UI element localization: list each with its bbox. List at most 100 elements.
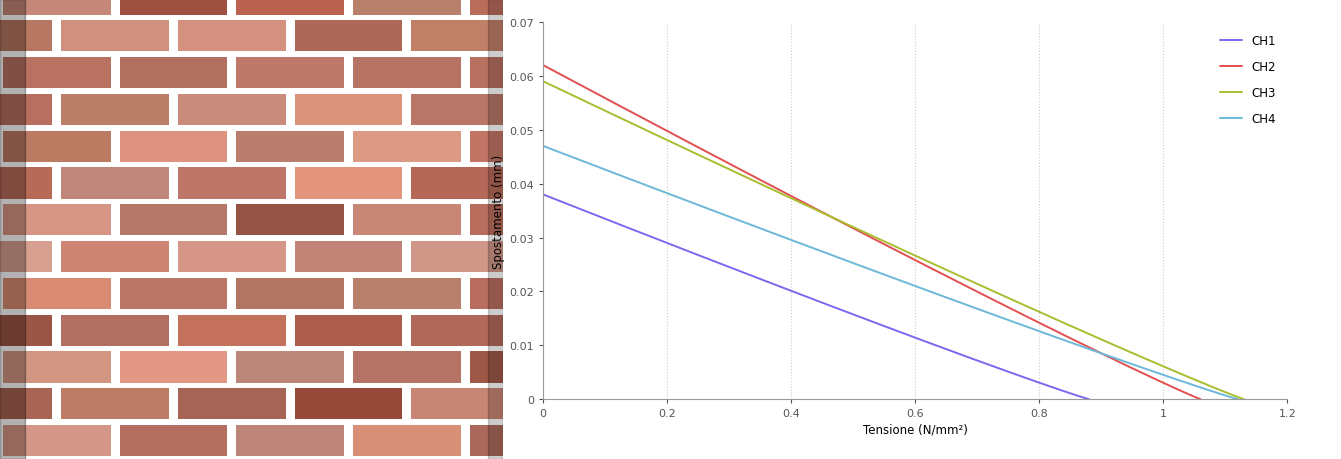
CH2 — [1136, 371, 1152, 377]
FancyBboxPatch shape — [528, 168, 636, 199]
FancyBboxPatch shape — [469, 131, 577, 162]
CH2 — [1160, 382, 1176, 388]
FancyBboxPatch shape — [178, 241, 286, 273]
Line: CH4: CH4 — [543, 146, 1238, 399]
FancyBboxPatch shape — [412, 315, 519, 346]
CH2 — [575, 84, 591, 90]
FancyBboxPatch shape — [353, 352, 461, 383]
FancyBboxPatch shape — [469, 58, 577, 89]
FancyBboxPatch shape — [178, 168, 286, 199]
FancyBboxPatch shape — [412, 168, 519, 199]
FancyBboxPatch shape — [353, 205, 461, 236]
Bar — [0, 0, 25, 459]
FancyBboxPatch shape — [295, 21, 402, 52]
CH3 — [1236, 397, 1252, 402]
FancyBboxPatch shape — [119, 425, 227, 456]
CH3 — [1176, 373, 1192, 378]
FancyBboxPatch shape — [3, 205, 110, 236]
FancyBboxPatch shape — [469, 0, 577, 16]
FancyBboxPatch shape — [528, 241, 636, 273]
FancyBboxPatch shape — [178, 388, 286, 420]
FancyBboxPatch shape — [353, 0, 461, 16]
FancyBboxPatch shape — [62, 388, 169, 420]
FancyBboxPatch shape — [119, 278, 227, 309]
FancyBboxPatch shape — [469, 278, 577, 309]
Line: CH3: CH3 — [543, 82, 1244, 399]
FancyBboxPatch shape — [469, 425, 577, 456]
FancyBboxPatch shape — [528, 315, 636, 346]
FancyBboxPatch shape — [119, 0, 227, 16]
FancyBboxPatch shape — [295, 241, 402, 273]
FancyBboxPatch shape — [469, 352, 577, 383]
CH3 — [578, 100, 594, 105]
FancyBboxPatch shape — [528, 95, 636, 126]
CH1 — [569, 205, 585, 211]
FancyBboxPatch shape — [62, 315, 169, 346]
FancyBboxPatch shape — [528, 388, 636, 420]
FancyBboxPatch shape — [119, 205, 227, 236]
CH4 — [563, 155, 579, 160]
FancyBboxPatch shape — [3, 131, 110, 162]
FancyBboxPatch shape — [236, 0, 343, 16]
Bar — [488, 0, 503, 459]
CH2 — [562, 77, 578, 83]
FancyBboxPatch shape — [353, 131, 461, 162]
FancyBboxPatch shape — [353, 58, 461, 89]
FancyBboxPatch shape — [528, 21, 636, 52]
FancyBboxPatch shape — [0, 168, 52, 199]
CH1 — [1034, 381, 1050, 386]
FancyBboxPatch shape — [3, 58, 110, 89]
CH2 — [1192, 397, 1208, 402]
FancyBboxPatch shape — [62, 95, 169, 126]
FancyBboxPatch shape — [3, 425, 110, 456]
CH4 — [1230, 397, 1246, 402]
CH1 — [680, 249, 696, 254]
FancyBboxPatch shape — [469, 205, 577, 236]
FancyBboxPatch shape — [0, 241, 52, 273]
FancyBboxPatch shape — [353, 278, 461, 309]
CH2 — [711, 156, 727, 161]
CH3 — [1200, 383, 1216, 388]
FancyBboxPatch shape — [62, 241, 169, 273]
FancyBboxPatch shape — [178, 21, 286, 52]
FancyBboxPatch shape — [412, 388, 519, 420]
FancyBboxPatch shape — [236, 205, 343, 236]
FancyBboxPatch shape — [3, 278, 110, 309]
CH4 — [1195, 386, 1211, 391]
FancyBboxPatch shape — [295, 168, 402, 199]
CH1 — [637, 232, 653, 237]
FancyBboxPatch shape — [353, 425, 461, 456]
FancyBboxPatch shape — [412, 21, 519, 52]
CH2 — [657, 128, 673, 134]
FancyBboxPatch shape — [119, 131, 227, 162]
CH4 — [535, 144, 551, 149]
FancyBboxPatch shape — [119, 58, 227, 89]
FancyBboxPatch shape — [0, 315, 52, 346]
FancyBboxPatch shape — [412, 95, 519, 126]
CH1 — [1054, 388, 1070, 393]
FancyBboxPatch shape — [236, 352, 343, 383]
FancyBboxPatch shape — [236, 131, 343, 162]
FancyBboxPatch shape — [295, 315, 402, 346]
FancyBboxPatch shape — [236, 425, 343, 456]
FancyBboxPatch shape — [236, 278, 343, 309]
FancyBboxPatch shape — [62, 168, 169, 199]
FancyBboxPatch shape — [178, 315, 286, 346]
FancyBboxPatch shape — [119, 352, 227, 383]
CH1 — [557, 201, 573, 207]
FancyBboxPatch shape — [3, 352, 110, 383]
Y-axis label: Spostamento (mm): Spostamento (mm) — [492, 154, 506, 268]
CH1 — [1081, 397, 1097, 402]
FancyBboxPatch shape — [295, 95, 402, 126]
Legend: CH1, CH2, CH3, CH4: CH1, CH2, CH3, CH4 — [1215, 29, 1282, 131]
CH3 — [665, 141, 681, 146]
FancyBboxPatch shape — [0, 95, 52, 126]
Line: CH1: CH1 — [543, 195, 1089, 399]
FancyBboxPatch shape — [236, 58, 343, 89]
Line: CH2: CH2 — [543, 66, 1200, 399]
CH4 — [577, 160, 593, 165]
FancyBboxPatch shape — [3, 0, 110, 16]
FancyBboxPatch shape — [62, 21, 169, 52]
CH2 — [535, 63, 551, 69]
CH3 — [535, 79, 551, 85]
